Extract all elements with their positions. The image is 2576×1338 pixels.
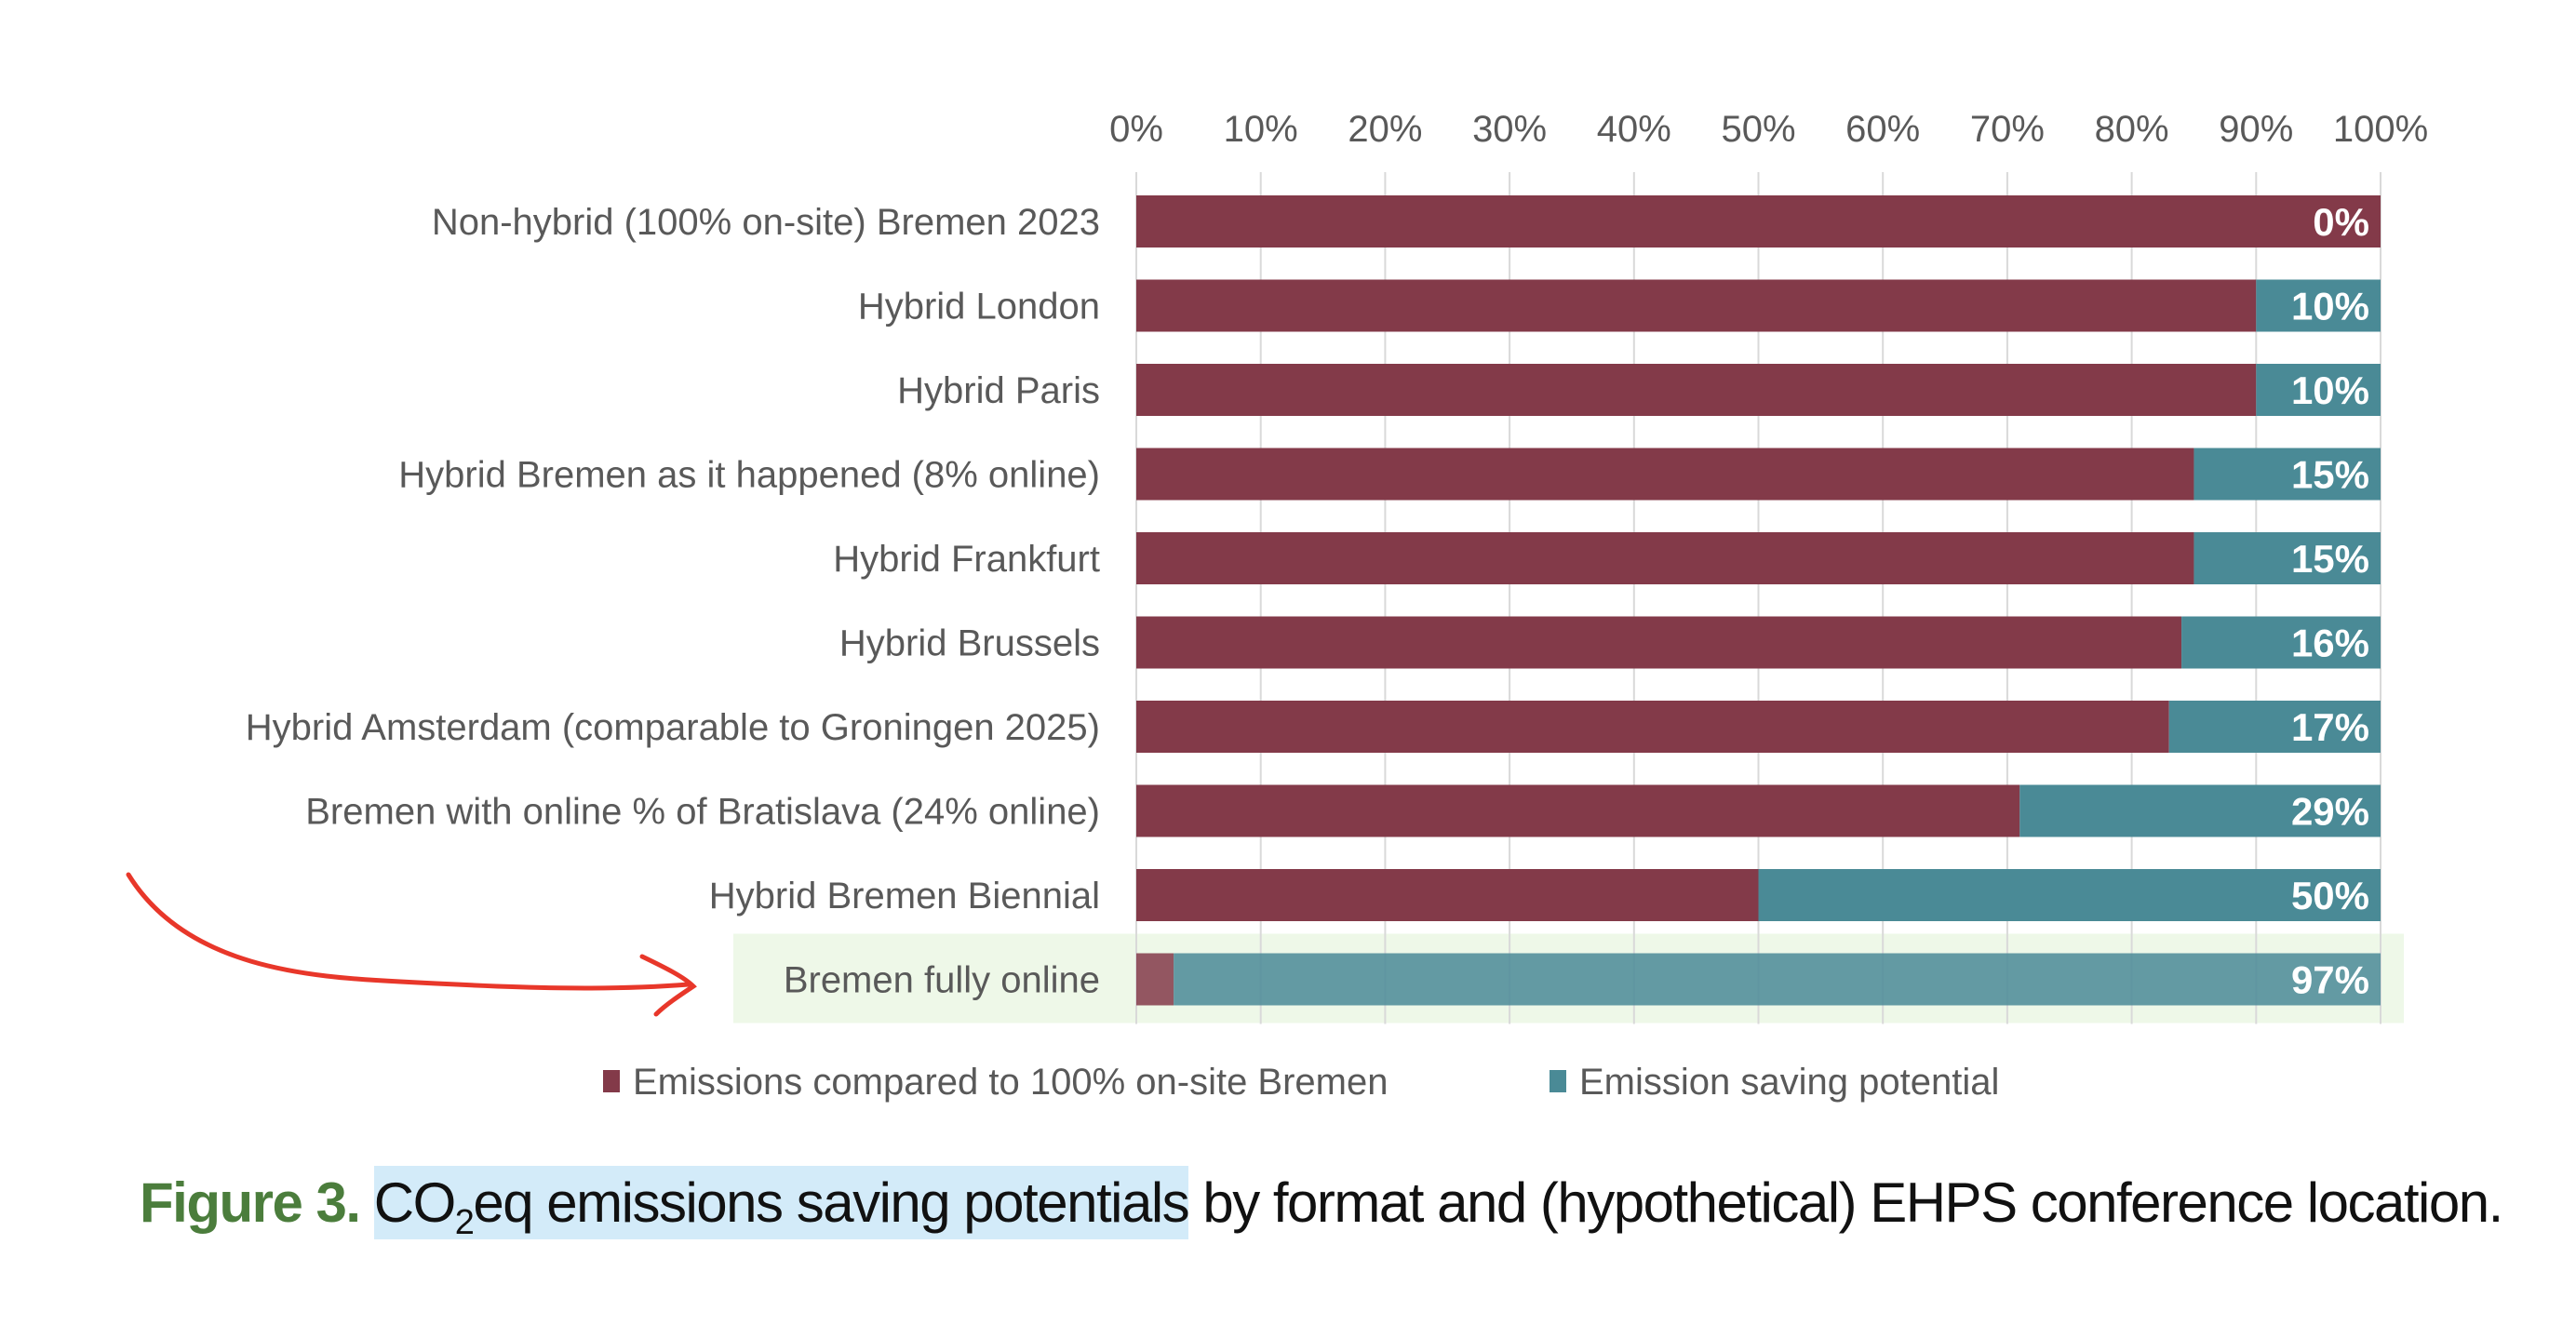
bar-segment-emissions: [1136, 364, 2257, 416]
data-label: 17%: [2291, 705, 2369, 749]
bar-segment-saving: [2019, 784, 2381, 837]
bar-segment-saving: [2181, 616, 2381, 669]
bar-segment-emissions: [1136, 953, 1174, 1006]
bar-segment-saving: [2194, 532, 2381, 584]
bar-segment-emissions: [1136, 448, 2194, 501]
data-label: 10%: [2291, 285, 2369, 328]
x-tick-label: 40%: [1597, 109, 1671, 150]
bar-segment-saving: [1174, 953, 2381, 1006]
bar-segment-saving: [1758, 869, 2381, 921]
x-tick-label: 90%: [2219, 109, 2293, 150]
caption-co: CO: [373, 1171, 457, 1234]
highlighted-text: CO2eq emissions saving potentials: [373, 1166, 1190, 1242]
red-arrowhead-icon: [639, 954, 697, 1017]
data-label: 97%: [2291, 958, 2369, 1002]
x-tick-label: 20%: [1348, 109, 1422, 150]
legend-swatch-saving: [1550, 1070, 1566, 1092]
bar-segment-saving: [2194, 448, 2381, 501]
data-label: 0%: [2313, 200, 2369, 244]
x-tick-label: 80%: [2095, 109, 2169, 150]
category-label: Hybrid London: [858, 287, 1100, 328]
red-arrow-icon: [126, 872, 691, 991]
x-tick-label: 50%: [1721, 109, 1795, 150]
category-label: Bremen fully online: [784, 960, 1100, 1001]
legend-swatch-emissions: [603, 1070, 620, 1092]
bar-segment-emissions: [1136, 532, 2194, 584]
data-label: 50%: [2291, 874, 2369, 917]
legend-label-saving: Emission saving potential: [1579, 1062, 1999, 1103]
bar-segment-saving: [2168, 701, 2381, 753]
bar-segment-emissions: [1136, 784, 2020, 837]
data-label: 10%: [2291, 368, 2369, 412]
category-label: Hybrid Bremen Biennial: [709, 876, 1100, 917]
legend-label-emissions: Emissions compared to 100% on-site Breme…: [633, 1062, 1388, 1103]
bar-segment-saving: [2256, 364, 2381, 416]
caption-rest: by format and (hypothetical) EHPS confer…: [1188, 1171, 2503, 1234]
category-label: Hybrid Brussels: [839, 623, 1100, 664]
category-label: Hybrid Frankfurt: [833, 539, 1100, 580]
x-tick-label: 100%: [2333, 109, 2428, 150]
bar-segment-emissions: [1136, 279, 2257, 332]
bar-segment-emissions: [1136, 616, 2182, 669]
x-tick-label: 60%: [1845, 109, 1920, 150]
bar-segment-emissions: [1136, 195, 2381, 248]
bar-segment-emissions: [1136, 869, 1759, 921]
category-label: Non-hybrid (100% on-site) Bremen 2023: [432, 202, 1100, 243]
stacked-bar-chart: 0% 10% 20% 30% 40% 50% 60% 70% 80% 90% 100% Non-hyb…: [126, 109, 2428, 1103]
x-tick-label: 70%: [1970, 109, 2045, 150]
bar-segment-emissions: [1136, 701, 2169, 753]
x-tick-label: 30%: [1472, 109, 1547, 150]
data-label: 16%: [2291, 622, 2369, 665]
data-label: 15%: [2291, 453, 2369, 497]
x-tick-label: 0%: [1109, 109, 1163, 150]
bar-segment-saving: [2256, 279, 2381, 332]
category-label: Hybrid Paris: [897, 370, 1100, 411]
caption-subscript: 2: [454, 1203, 475, 1242]
x-tick-label: 10%: [1224, 109, 1298, 150]
category-label: Hybrid Amsterdam (comparable to Groninge…: [246, 707, 1100, 748]
category-label: Bremen with online % of Bratislava (24% …: [305, 792, 1100, 833]
caption-highlight-rest: eq emissions saving potentials: [473, 1171, 1189, 1234]
figure-label: Figure 3.: [140, 1171, 361, 1234]
data-label: 15%: [2291, 537, 2369, 581]
category-label: Hybrid Bremen as it happened (8% online): [398, 455, 1100, 496]
data-label: 29%: [2291, 790, 2369, 834]
figure-caption: Figure 3. CO2eq emissions saving potenti…: [140, 1166, 2503, 1243]
